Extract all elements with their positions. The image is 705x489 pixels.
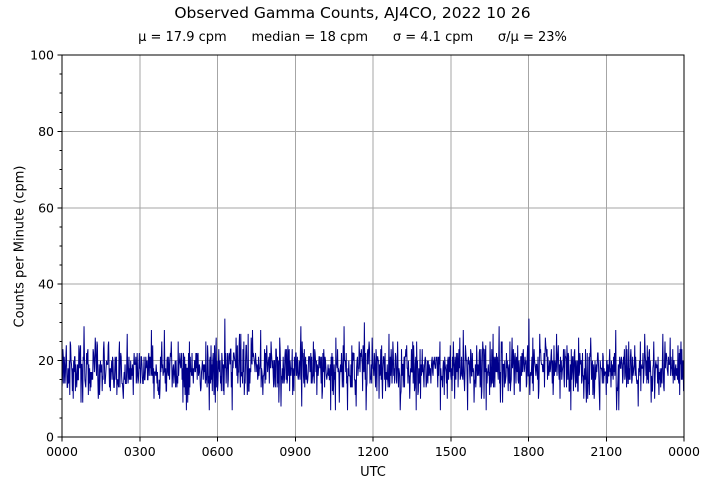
- y-tick-label: 40: [38, 277, 54, 292]
- x-axis-label: UTC: [360, 465, 386, 480]
- x-tick-label: 0000: [46, 444, 78, 459]
- y-tick-label: 0: [46, 430, 54, 445]
- data-line: [61, 318, 685, 411]
- x-tick-label: 0300: [124, 444, 156, 459]
- x-tick-label: 0600: [202, 444, 234, 459]
- x-tick-label: 0000: [668, 444, 700, 459]
- x-tick-label: 1800: [513, 444, 545, 459]
- chart-title: Observed Gamma Counts, AJ4CO, 2022 10 26: [174, 4, 531, 22]
- x-tick-label: 0900: [279, 444, 311, 459]
- y-tick-label: 80: [38, 124, 54, 139]
- x-tick-label: 1200: [357, 444, 389, 459]
- y-tick-label: 20: [38, 353, 54, 368]
- x-tick-label: 2100: [590, 444, 622, 459]
- chart-stats-subtitle: μ = 17.9 cpm median = 18 cpm σ = 4.1 cpm…: [138, 30, 567, 45]
- x-tick-label: 1500: [435, 444, 467, 459]
- y-tick-label: 100: [30, 48, 54, 63]
- y-tick-label: 60: [38, 200, 54, 215]
